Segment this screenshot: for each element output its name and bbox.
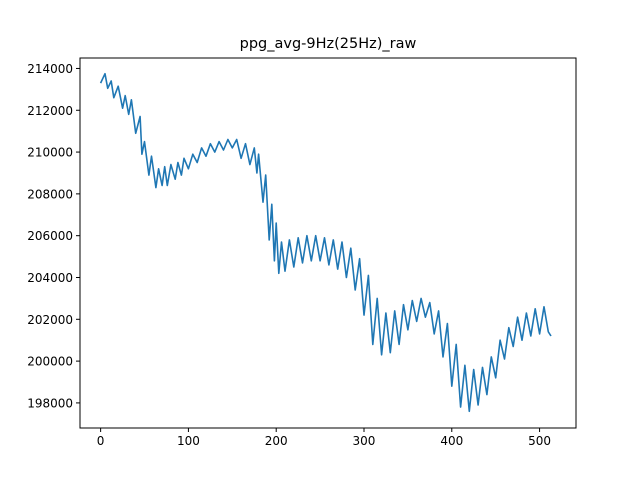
x-tick-label: 300 bbox=[353, 434, 376, 448]
y-tick-label: 204000 bbox=[27, 271, 73, 285]
y-tick-label: 200000 bbox=[27, 355, 73, 369]
y-tick-label: 208000 bbox=[27, 187, 73, 201]
chart-title: ppg_avg-9Hz(25Hz)_raw bbox=[240, 36, 417, 52]
series-line bbox=[99, 72, 552, 413]
y-tick-label: 210000 bbox=[27, 146, 73, 160]
x-tick-label: 100 bbox=[177, 434, 200, 448]
axes-frame bbox=[79, 57, 577, 429]
y-tick-label: 206000 bbox=[27, 229, 73, 243]
y-axis: 198000 200000 202000 204000 206000 208000 2100… bbox=[27, 62, 80, 410]
y-tick-label: 214000 bbox=[27, 62, 73, 76]
x-tick-label: 400 bbox=[440, 434, 463, 448]
x-tick-label: 200 bbox=[265, 434, 288, 448]
y-tick-label: 202000 bbox=[27, 313, 73, 327]
x-tick-label: 0 bbox=[97, 434, 105, 448]
x-axis: 0 100 200 300 400 500 bbox=[97, 428, 551, 448]
x-tick-label: 500 bbox=[528, 434, 551, 448]
y-tick-label: 198000 bbox=[27, 396, 73, 410]
y-tick-label: 212000 bbox=[27, 104, 73, 118]
plot-area bbox=[99, 72, 552, 413]
